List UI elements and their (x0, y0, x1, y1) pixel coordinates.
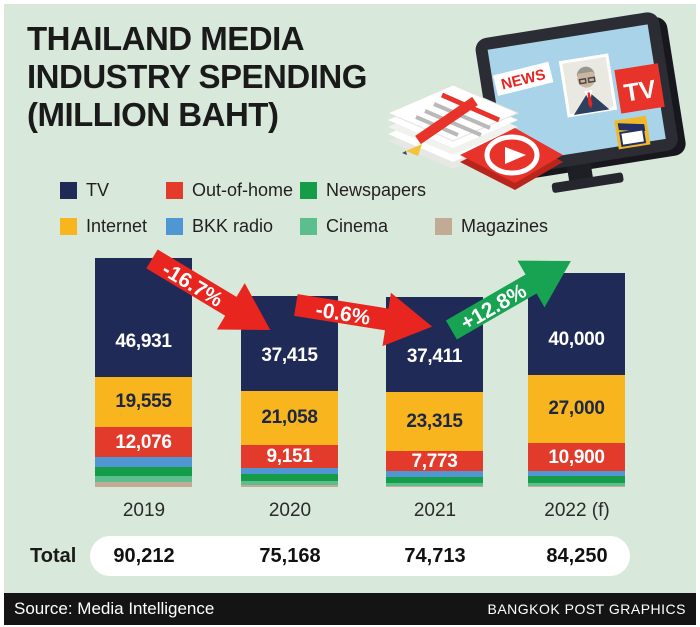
title-line-1: THAILAND MEDIA (27, 20, 305, 57)
credit-text: BANGKOK POST GRAPHICS (487, 601, 686, 617)
bar-segment-newspapers (241, 474, 338, 482)
bar-segment-internet: 23,315 (386, 392, 483, 452)
legend-label-internet: Internet (86, 216, 148, 236)
legend-label-bkk-radio: BKK radio (192, 216, 274, 236)
legend-item-cinema: Cinema (300, 217, 388, 235)
total-value-2021: 74,713 (404, 545, 466, 567)
bar-segment-newspapers (386, 476, 483, 483)
stacked-bar-2020: 37,415 21,058 9,151 (241, 296, 338, 487)
change-arrow-2021-2022: +12.8% (445, 260, 571, 340)
change-arrow-2020-2021: -0.6% (294, 292, 433, 347)
legend-item-out-of-home: Out-of-home (166, 181, 293, 199)
x-axis-label-2022: 2022 (f) (544, 500, 610, 521)
legend-swatch-magazines (435, 217, 452, 235)
total-value-2020: 75,168 (259, 545, 321, 567)
bar-segment-cinema (241, 481, 338, 486)
legend-label-newspapers: Newspapers (326, 180, 427, 200)
legend-label-out-of-home: Out-of-home (192, 180, 294, 200)
bar-segment-newspapers (528, 476, 625, 483)
legend-item-bkk-radio: BKK radio (166, 217, 273, 235)
bar-value-label: 23,315 (406, 411, 463, 433)
bar-segment-out-of-home: 12,076 (95, 426, 192, 458)
footer-bar: Source: Media Intelligence BANGKOK POST … (4, 593, 696, 625)
change-arrow-2019-2020: -16.7% (146, 249, 271, 331)
bar-value-label: 37,415 (261, 345, 318, 367)
bar-segment-bkk-radio (95, 457, 192, 468)
bar-segment-magazines (241, 485, 338, 487)
bar-value-label: 46,931 (115, 331, 172, 353)
total-value-2019: 90,212 (113, 545, 175, 567)
bar-value-label: 10,900 (548, 446, 605, 468)
legend-label-magazines: Magazines (461, 216, 549, 236)
x-axis-label-2020: 2020 (268, 500, 312, 521)
total-value-2022: 84,250 (546, 545, 608, 567)
stacked-bar-2019: 46,931 19,555 12,076 (95, 258, 192, 487)
bar-segment-cinema (528, 482, 625, 486)
bar-value-label: 21,058 (261, 407, 318, 429)
tv-badge: TV (614, 63, 665, 114)
legend-swatch-newspapers (300, 181, 317, 199)
source-text: Source: Media Intelligence (14, 599, 215, 618)
legend-swatch-tv (60, 181, 77, 199)
bar-segment-bkk-radio (528, 470, 625, 477)
bar-segment-bkk-radio (241, 467, 338, 475)
bar-segment-cinema (95, 476, 192, 482)
change-arrow-label: +12.8% (457, 279, 531, 335)
legend-item-magazines: Magazines (435, 217, 548, 235)
bar-segment-out-of-home: 9,151 (241, 444, 338, 468)
bar-value-label: 9,151 (266, 445, 313, 467)
bar-segment-internet: 19,555 (95, 377, 192, 427)
x-axis-label-2021: 2021 (413, 500, 457, 521)
stacked-bar-2021: 37,411 23,315 7,773 (386, 297, 483, 487)
legend-swatch-bkk-radio (166, 217, 183, 235)
bar-segment-cinema (386, 482, 483, 486)
bar-segment-internet: 21,058 (241, 391, 338, 445)
legend-label-cinema: Cinema (326, 216, 389, 236)
bar-segment-tv: 46,931 (95, 258, 192, 378)
bar-value-label: 37,411 (406, 346, 463, 368)
bar-value-label: 27,000 (548, 398, 605, 420)
pencil-icon (402, 96, 478, 156)
bar-segment-newspapers (95, 467, 192, 477)
anchor-photo (558, 53, 618, 118)
title-line-2: INDUSTRY SPENDING (27, 58, 367, 95)
change-arrow-label: -0.6% (314, 298, 372, 329)
legend-label-tv: TV (86, 180, 110, 200)
clapperboard-icon (614, 115, 651, 150)
legend-item-tv: TV (60, 181, 109, 199)
legend-swatch-cinema (300, 217, 317, 235)
bar-value-label: 40,000 (548, 328, 605, 350)
legend-swatch-out-of-home (166, 181, 183, 199)
bar-segment-magazines (386, 485, 483, 487)
play-button-icon (460, 128, 563, 190)
total-pill (90, 536, 630, 576)
title-line-3: (MILLION BAHT) (27, 96, 279, 133)
bar-segment-out-of-home: 7,773 (386, 450, 483, 472)
x-axis-label-2019: 2019 (122, 500, 166, 521)
bar-segment-magazines (95, 481, 192, 487)
page-title: THAILAND MEDIA INDUSTRY SPENDING (MILLIO… (27, 20, 367, 134)
bar-segment-internet: 27,000 (528, 374, 625, 444)
bar-segment-bkk-radio (386, 471, 483, 477)
bar-segment-magazines (528, 485, 625, 487)
bar-segment-out-of-home: 10,900 (528, 443, 625, 471)
media-illustration: NEWS TV (386, 12, 686, 193)
legend-item-internet: Internet (60, 217, 147, 235)
tv-badge-label: TV (622, 75, 658, 108)
bar-value-label: 12,076 (115, 431, 172, 453)
bar-value-label: 19,555 (115, 391, 172, 413)
bar-value-label: 7,773 (411, 450, 458, 472)
total-row-label: Total (30, 545, 77, 567)
legend-swatch-internet (60, 217, 77, 235)
legend-item-newspapers: Newspapers (300, 181, 426, 199)
